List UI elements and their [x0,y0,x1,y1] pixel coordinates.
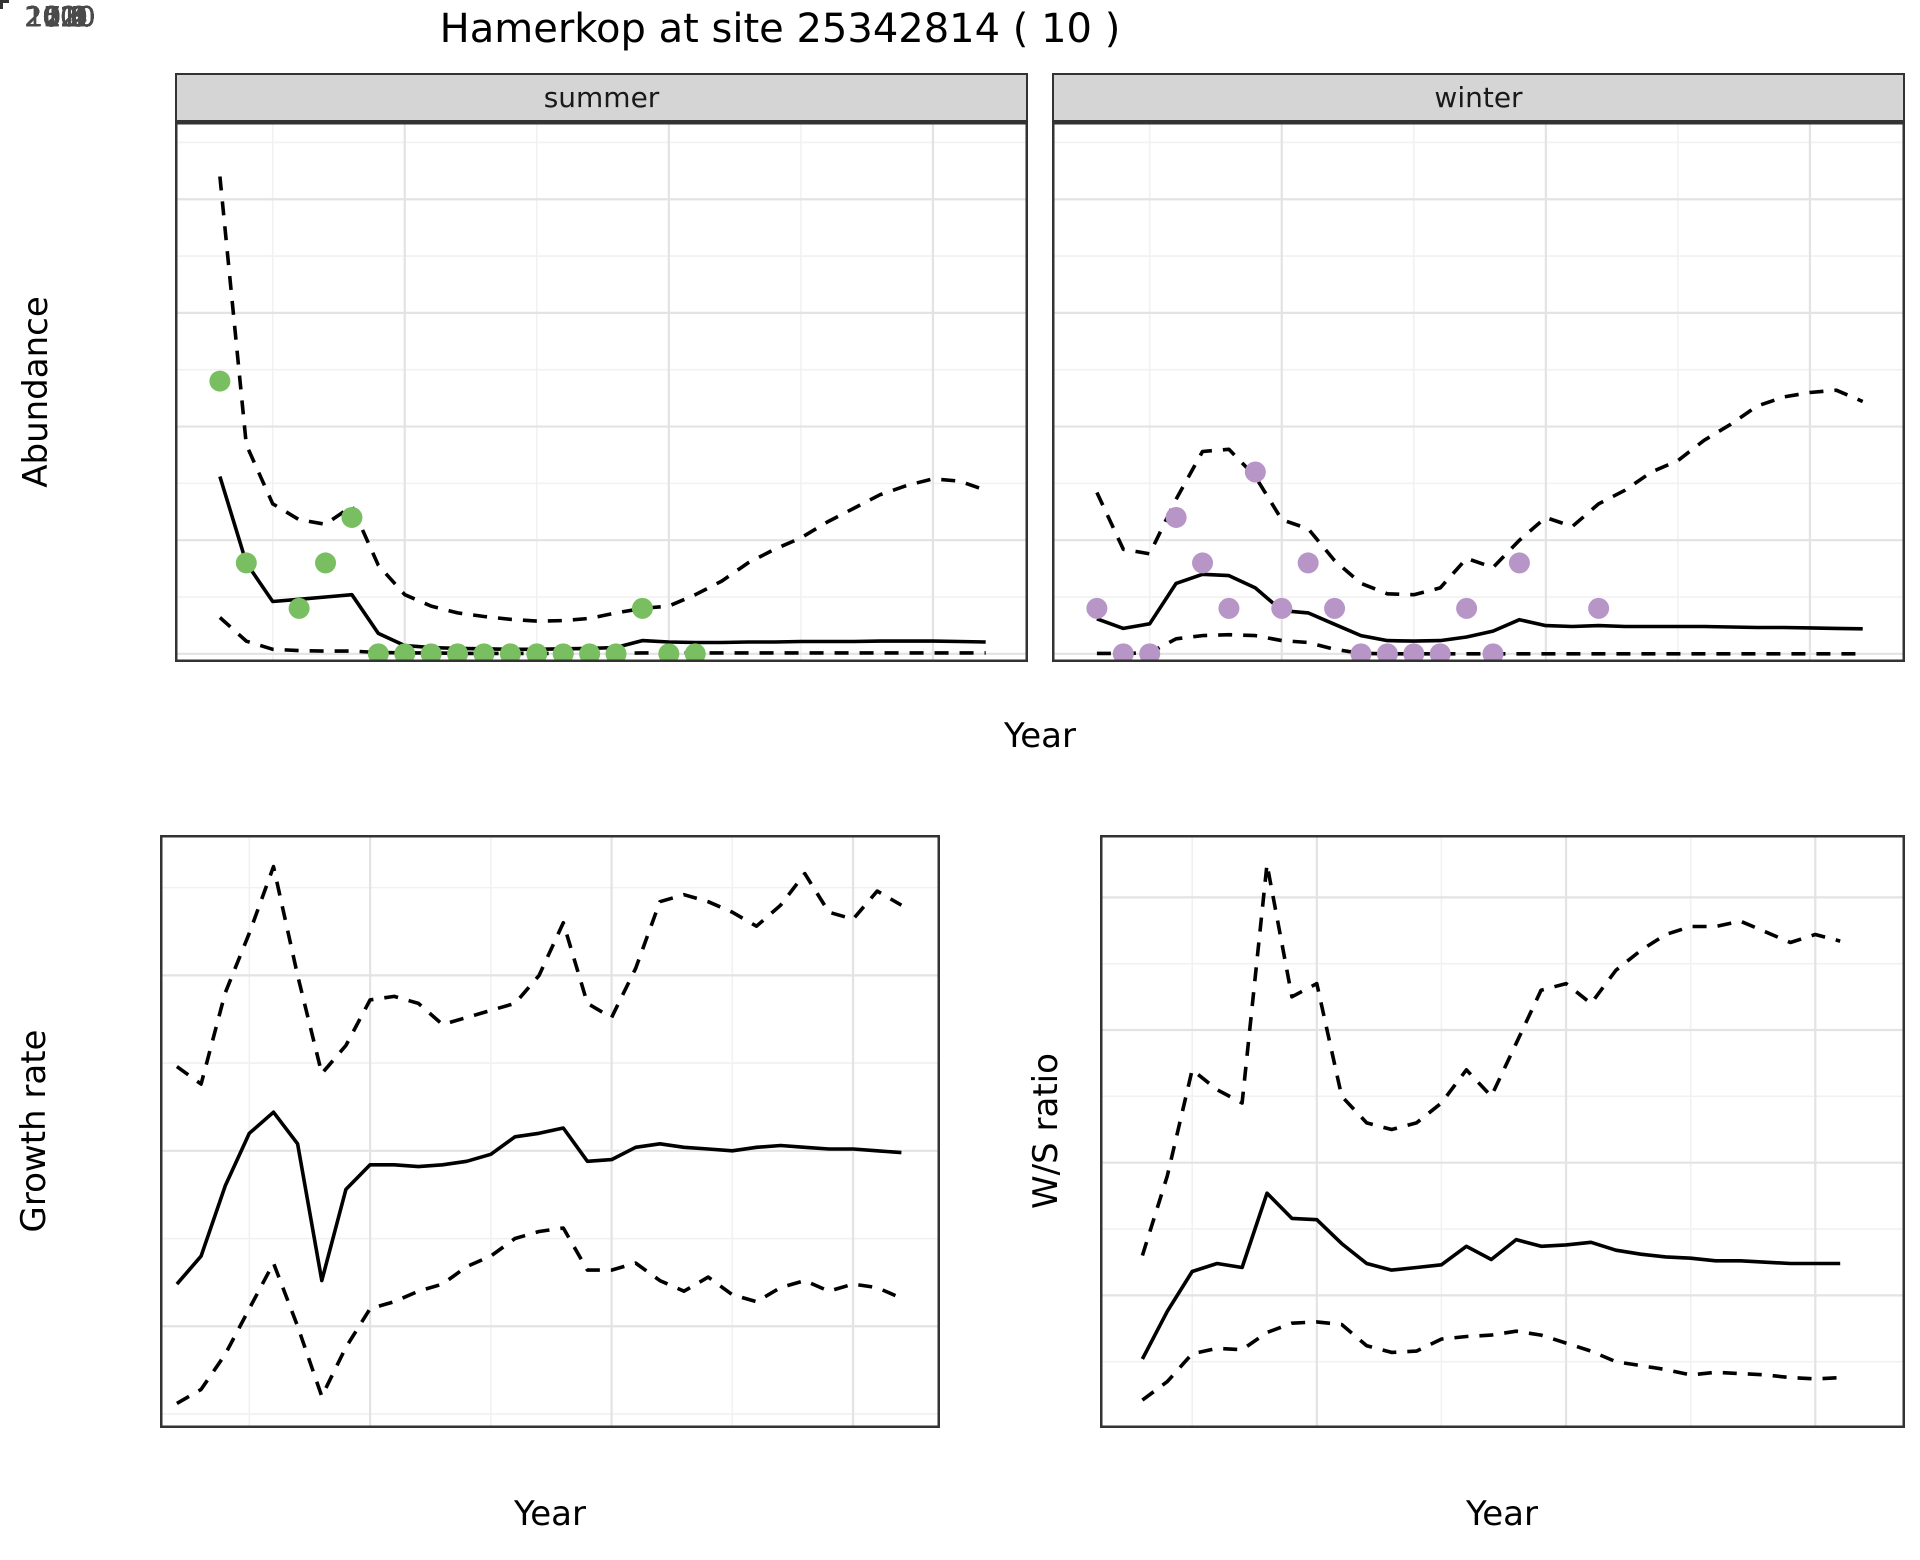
data-point [209,370,231,392]
data-point [1482,643,1504,662]
panel-border [1052,122,1905,662]
panel-border [160,835,940,1428]
data-point [1112,643,1134,662]
growth-rate-axis-title: Growth rate [14,1029,54,1233]
panel-background [1052,122,1905,662]
lower-ci-line [1141,1320,1841,1402]
data-point [1165,506,1187,528]
y-axis-tick-mark [0,0,9,3]
data-point [1218,597,1240,619]
data-point [1508,552,1530,574]
data-point [499,643,521,662]
lower-ci-line [1096,632,1863,656]
data-point [1324,597,1346,619]
y-axis-tick-mark [0,0,9,3]
median-fit-line [1096,572,1863,643]
panel-background [1100,835,1905,1428]
upper-ci-line [218,176,987,623]
y-axis-tick-mark [0,0,9,3]
data-point [631,597,653,619]
data-point [1244,461,1266,483]
data-point [1376,643,1398,662]
data-point [579,643,601,662]
data-point [394,643,416,662]
data-point [367,643,389,662]
data-point [1456,597,1478,619]
abundance-winter-panel [1052,122,1905,662]
data-point [447,643,469,662]
data-point [1139,643,1161,662]
ws-ratio-panel [1100,835,1905,1428]
data-point [552,643,574,662]
upper-ci-line [1140,862,1841,1257]
data-point [658,643,680,662]
data-point [1429,643,1451,662]
data-point [684,643,706,662]
chart-title: Hamerkop at site 25342814 ( 10 ) [439,6,1121,52]
data-point [420,643,442,662]
facet-strip-summer: summer [175,73,1028,122]
panel-background [175,122,1028,662]
y-axis-tick-mark [0,0,9,3]
y-axis-tick-mark [0,0,9,3]
data-point [1297,552,1319,574]
data-point [315,552,337,574]
y-axis-tick-mark [0,0,9,3]
data-point [1588,597,1610,619]
data-point [526,643,548,662]
abundance-axis-title: Abundance [16,296,56,488]
median-fit-line [1140,1191,1841,1360]
data-point [1403,643,1425,662]
data-point [288,597,310,619]
y-axis-tick-mark [0,0,9,3]
panel-border [175,122,1028,662]
data-point [235,552,257,574]
data-point [1350,643,1372,662]
y-axis-tick-mark [0,0,9,3]
data-point [1086,597,1108,619]
data-point [341,506,363,528]
upper-ci-line [1095,388,1864,597]
facet-strip-summer-label: summer [543,81,660,114]
ws-ratio-axis-title: W/S ratio [1026,1053,1066,1209]
data-point [1192,552,1214,574]
year-axis-title-ws: Year [1466,1494,1538,1534]
y-axis-tick-mark [0,0,9,3]
facet-strip-winter-label: winter [1434,81,1523,114]
y-axis-tick-mark [0,0,9,3]
data-point [1271,597,1293,619]
median-fit-line [175,1110,902,1286]
median-fit-line [218,475,986,652]
lower-ci-line [175,1226,903,1405]
data-point [473,643,495,662]
year-axis-title-top: Year [1004,716,1076,756]
panel-border [1100,835,1905,1428]
growth-rate-panel [160,835,940,1428]
year-axis-title-growth: Year [514,1494,586,1534]
y-axis-tick-mark [0,0,9,3]
facet-strip-winter: winter [1052,73,1905,122]
abundance-summer-panel [175,122,1028,662]
data-point [605,643,627,662]
y-axis-tick-mark [0,0,9,3]
upper-ci-line [175,864,903,1086]
lower-ci-line [218,616,986,656]
